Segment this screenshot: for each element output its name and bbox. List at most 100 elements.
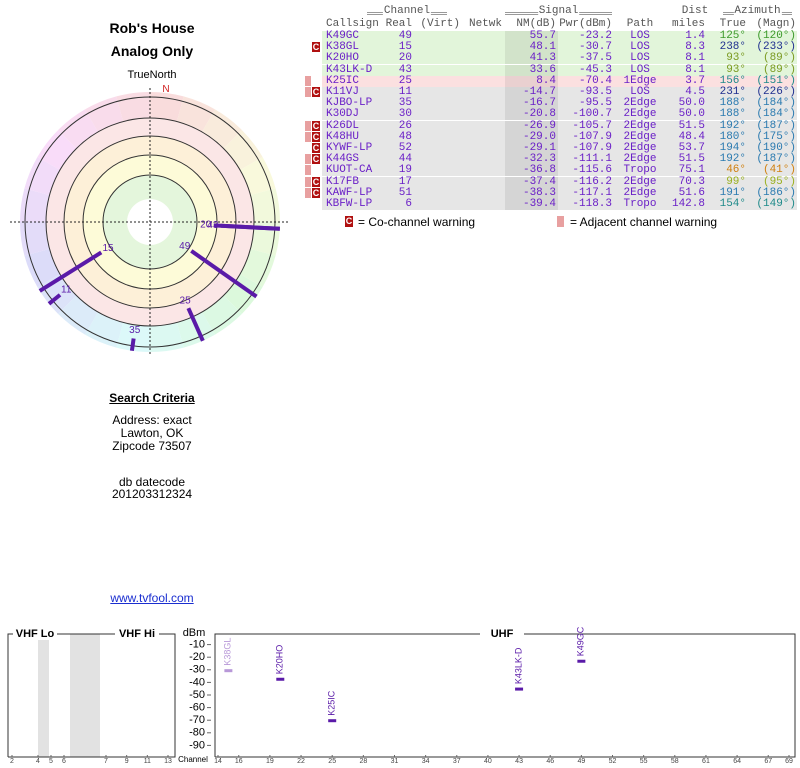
x-tick-label: 58 [671,758,679,765]
station-ray [129,338,136,352]
x-tick-label: 52 [609,758,617,765]
x-tick-label: 19 [266,758,274,765]
band-shade [70,634,100,757]
db-datecode: 201203312324 [111,487,193,501]
cell-real: 26 [398,119,412,132]
cell-pwr: -117.1 [572,186,612,199]
title: Rob's House [109,20,195,36]
site-link[interactable]: www.tvfool.com [110,591,194,605]
cell-callsign: KYWF-LP [326,142,373,154]
cell-dist: 50.0 [678,97,705,110]
cell-real: 52 [398,142,412,154]
cell-nm: -14.7 [522,86,556,98]
column-header: Pwr(dBm) [559,18,612,30]
co-channel-warning: C [312,87,320,97]
cell-nm: 33.6 [529,63,556,76]
row-bg [322,165,797,177]
cell-path: Tropo [623,164,657,177]
cell-real: 19 [398,164,412,177]
ring-wedge [223,130,263,170]
signal-mark [276,677,285,681]
co-channel-legend: = Co-channel warning [358,215,476,229]
adjacent-warning [305,187,311,198]
north: N [162,84,170,95]
x-tick-label: 40 [484,758,492,765]
cell-callsign: K30DJ [326,108,360,121]
station-label: 49 [179,241,191,252]
x-tick-label: 61 [702,758,710,765]
column-header: Path [626,18,654,30]
cell-true: 46° [726,164,746,177]
row-shade [505,87,558,98]
cell-callsign: K48HU [326,130,360,143]
cell-dist: 50.0 [678,108,705,121]
cell-nm: 8.4 [536,74,556,87]
signal-label: K49GC [576,626,586,656]
x-tick-label: 7 [104,758,108,765]
cell-nm: -26.9 [522,119,556,132]
cell-dist: 75.1 [678,164,705,177]
x-tick-label: 67 [764,758,772,765]
x-tick-label: 5 [49,758,53,765]
band-label-bg [480,627,524,640]
ring-wedge [58,109,98,149]
station-ray [186,307,205,342]
row-shade [505,131,558,143]
cell-path: 2Edge [623,119,657,132]
uhf-frame [214,633,796,758]
row-shade [505,31,558,42]
co-channel-warning: C [312,120,320,131]
row-shade [505,98,558,110]
cell-path: 2Edge [623,108,657,121]
band-label-bg [13,627,57,640]
cell-true: 180° [719,130,746,143]
north-label: TrueNorth [127,69,177,81]
x-tick-label: 37 [453,758,461,765]
ring-wedge [240,248,276,287]
x-tick-label: 6 [62,758,66,765]
x-tick-label: 28 [359,758,367,765]
cell-path: 2Edge [623,130,657,143]
column-header: NM(dB) [516,18,556,30]
column-header: Real [385,18,412,30]
cell-true: 188° [719,108,746,121]
x-axis-label: Channel [178,755,208,764]
group-header: Azimuth [733,5,782,17]
cell-pwr: -45.3 [578,63,612,76]
cell-true: 125° [719,30,746,42]
cell-dist: 4.5 [685,86,705,98]
column-header: miles [671,18,705,30]
cell-callsign: KUOT-CA [326,164,373,177]
band-label: UHF [491,628,514,640]
band-label: VHF Hi [119,628,155,640]
group-header: Signal [537,5,580,17]
cell-callsign: KJBO-LP [326,97,373,110]
row-shade [505,53,558,65]
cell-real: 30 [398,108,412,121]
y-axis-label: dBm [183,627,206,639]
row-shade [505,120,558,132]
x-tick-label: 14 [214,758,222,765]
cell-pwr: -111.1 [572,153,612,166]
cell-true: 231° [719,86,746,98]
row-bg [322,143,797,154]
adjacent-warning [305,87,311,97]
row-shade [505,154,558,166]
cell-pwr: -70.4 [578,74,612,87]
cell-true: 192° [719,119,746,132]
cell-path: 2Edge [623,97,657,110]
cell-true: 188° [719,97,746,110]
cell-magn: (175°) [756,130,796,143]
cell-pwr: -37.5 [578,52,612,65]
row-bg [322,187,797,199]
cell-nm: -32.3 [522,153,556,166]
signal-mark [577,659,586,663]
cell-real: 51 [398,186,412,199]
co-channel-warning: C [312,143,320,153]
cell-nm: -29.0 [522,130,556,143]
cell-path: 1Edge [623,74,657,87]
cell-magn: (41°) [762,164,796,177]
cell-path: LOS [630,52,650,65]
